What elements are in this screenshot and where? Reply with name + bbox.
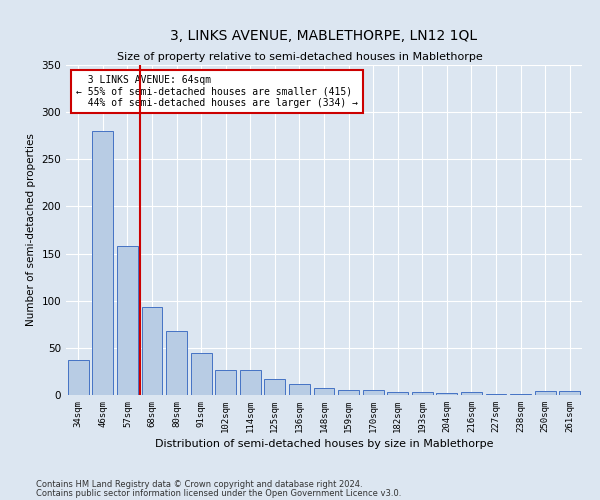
Bar — [215, 370, 236, 395]
Bar — [387, 392, 408, 395]
Text: Size of property relative to semi-detached houses in Mablethorpe: Size of property relative to semi-detach… — [117, 52, 483, 62]
X-axis label: Distribution of semi-detached houses by size in Mablethorpe: Distribution of semi-detached houses by … — [155, 439, 493, 449]
Bar — [117, 246, 138, 395]
Bar — [289, 384, 310, 395]
Bar — [314, 388, 334, 395]
Bar — [535, 391, 556, 395]
Bar — [240, 370, 261, 395]
Text: 3 LINKS AVENUE: 64sqm
← 55% of semi-detached houses are smaller (415)
  44% of s: 3 LINKS AVENUE: 64sqm ← 55% of semi-deta… — [76, 75, 358, 108]
Title: 3, LINKS AVENUE, MABLETHORPE, LN12 1QL: 3, LINKS AVENUE, MABLETHORPE, LN12 1QL — [170, 29, 478, 43]
Y-axis label: Number of semi-detached properties: Number of semi-detached properties — [26, 134, 36, 326]
Bar — [191, 352, 212, 395]
Bar — [92, 131, 113, 395]
Bar — [412, 392, 433, 395]
Bar — [485, 394, 506, 395]
Bar — [166, 331, 187, 395]
Text: Contains public sector information licensed under the Open Government Licence v3: Contains public sector information licen… — [36, 488, 401, 498]
Bar — [510, 394, 531, 395]
Bar — [142, 308, 163, 395]
Bar — [338, 390, 359, 395]
Bar — [559, 391, 580, 395]
Bar — [265, 379, 286, 395]
Bar — [362, 390, 383, 395]
Bar — [436, 393, 457, 395]
Bar — [461, 392, 482, 395]
Bar — [68, 360, 89, 395]
Text: Contains HM Land Registry data © Crown copyright and database right 2024.: Contains HM Land Registry data © Crown c… — [36, 480, 362, 489]
